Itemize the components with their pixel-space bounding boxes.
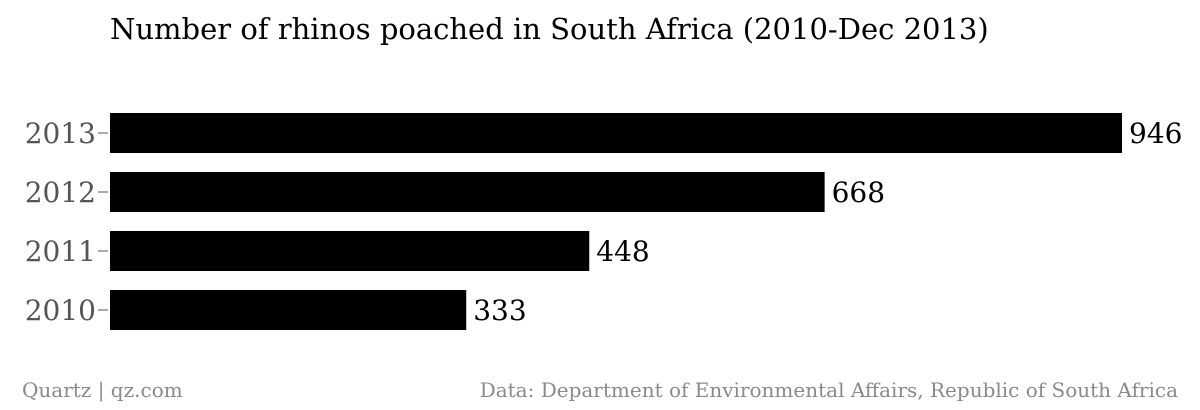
bar-chart: 2013 946 2012 668 2011 448 2010 333 [25, 113, 1182, 330]
value-label: 333 [473, 294, 526, 327]
chart-title: Number of rhinos poached in South Africa… [110, 12, 989, 46]
bar-2011 [110, 231, 590, 271]
category-label: 2011 [25, 235, 96, 268]
category-label: 2010 [25, 294, 96, 327]
footer-source-right: Data: Department of Environmental Affair… [479, 378, 1178, 402]
category-label: 2012 [25, 176, 96, 209]
value-label: 668 [832, 176, 885, 209]
footer-source-left: Quartz | qz.com [22, 378, 183, 402]
bar-2010 [110, 290, 467, 330]
value-label: 448 [596, 235, 649, 268]
bar-2012 [110, 172, 825, 212]
category-label: 2013 [25, 117, 96, 150]
value-label: 946 [1129, 117, 1182, 150]
bar-2013 [110, 113, 1122, 153]
